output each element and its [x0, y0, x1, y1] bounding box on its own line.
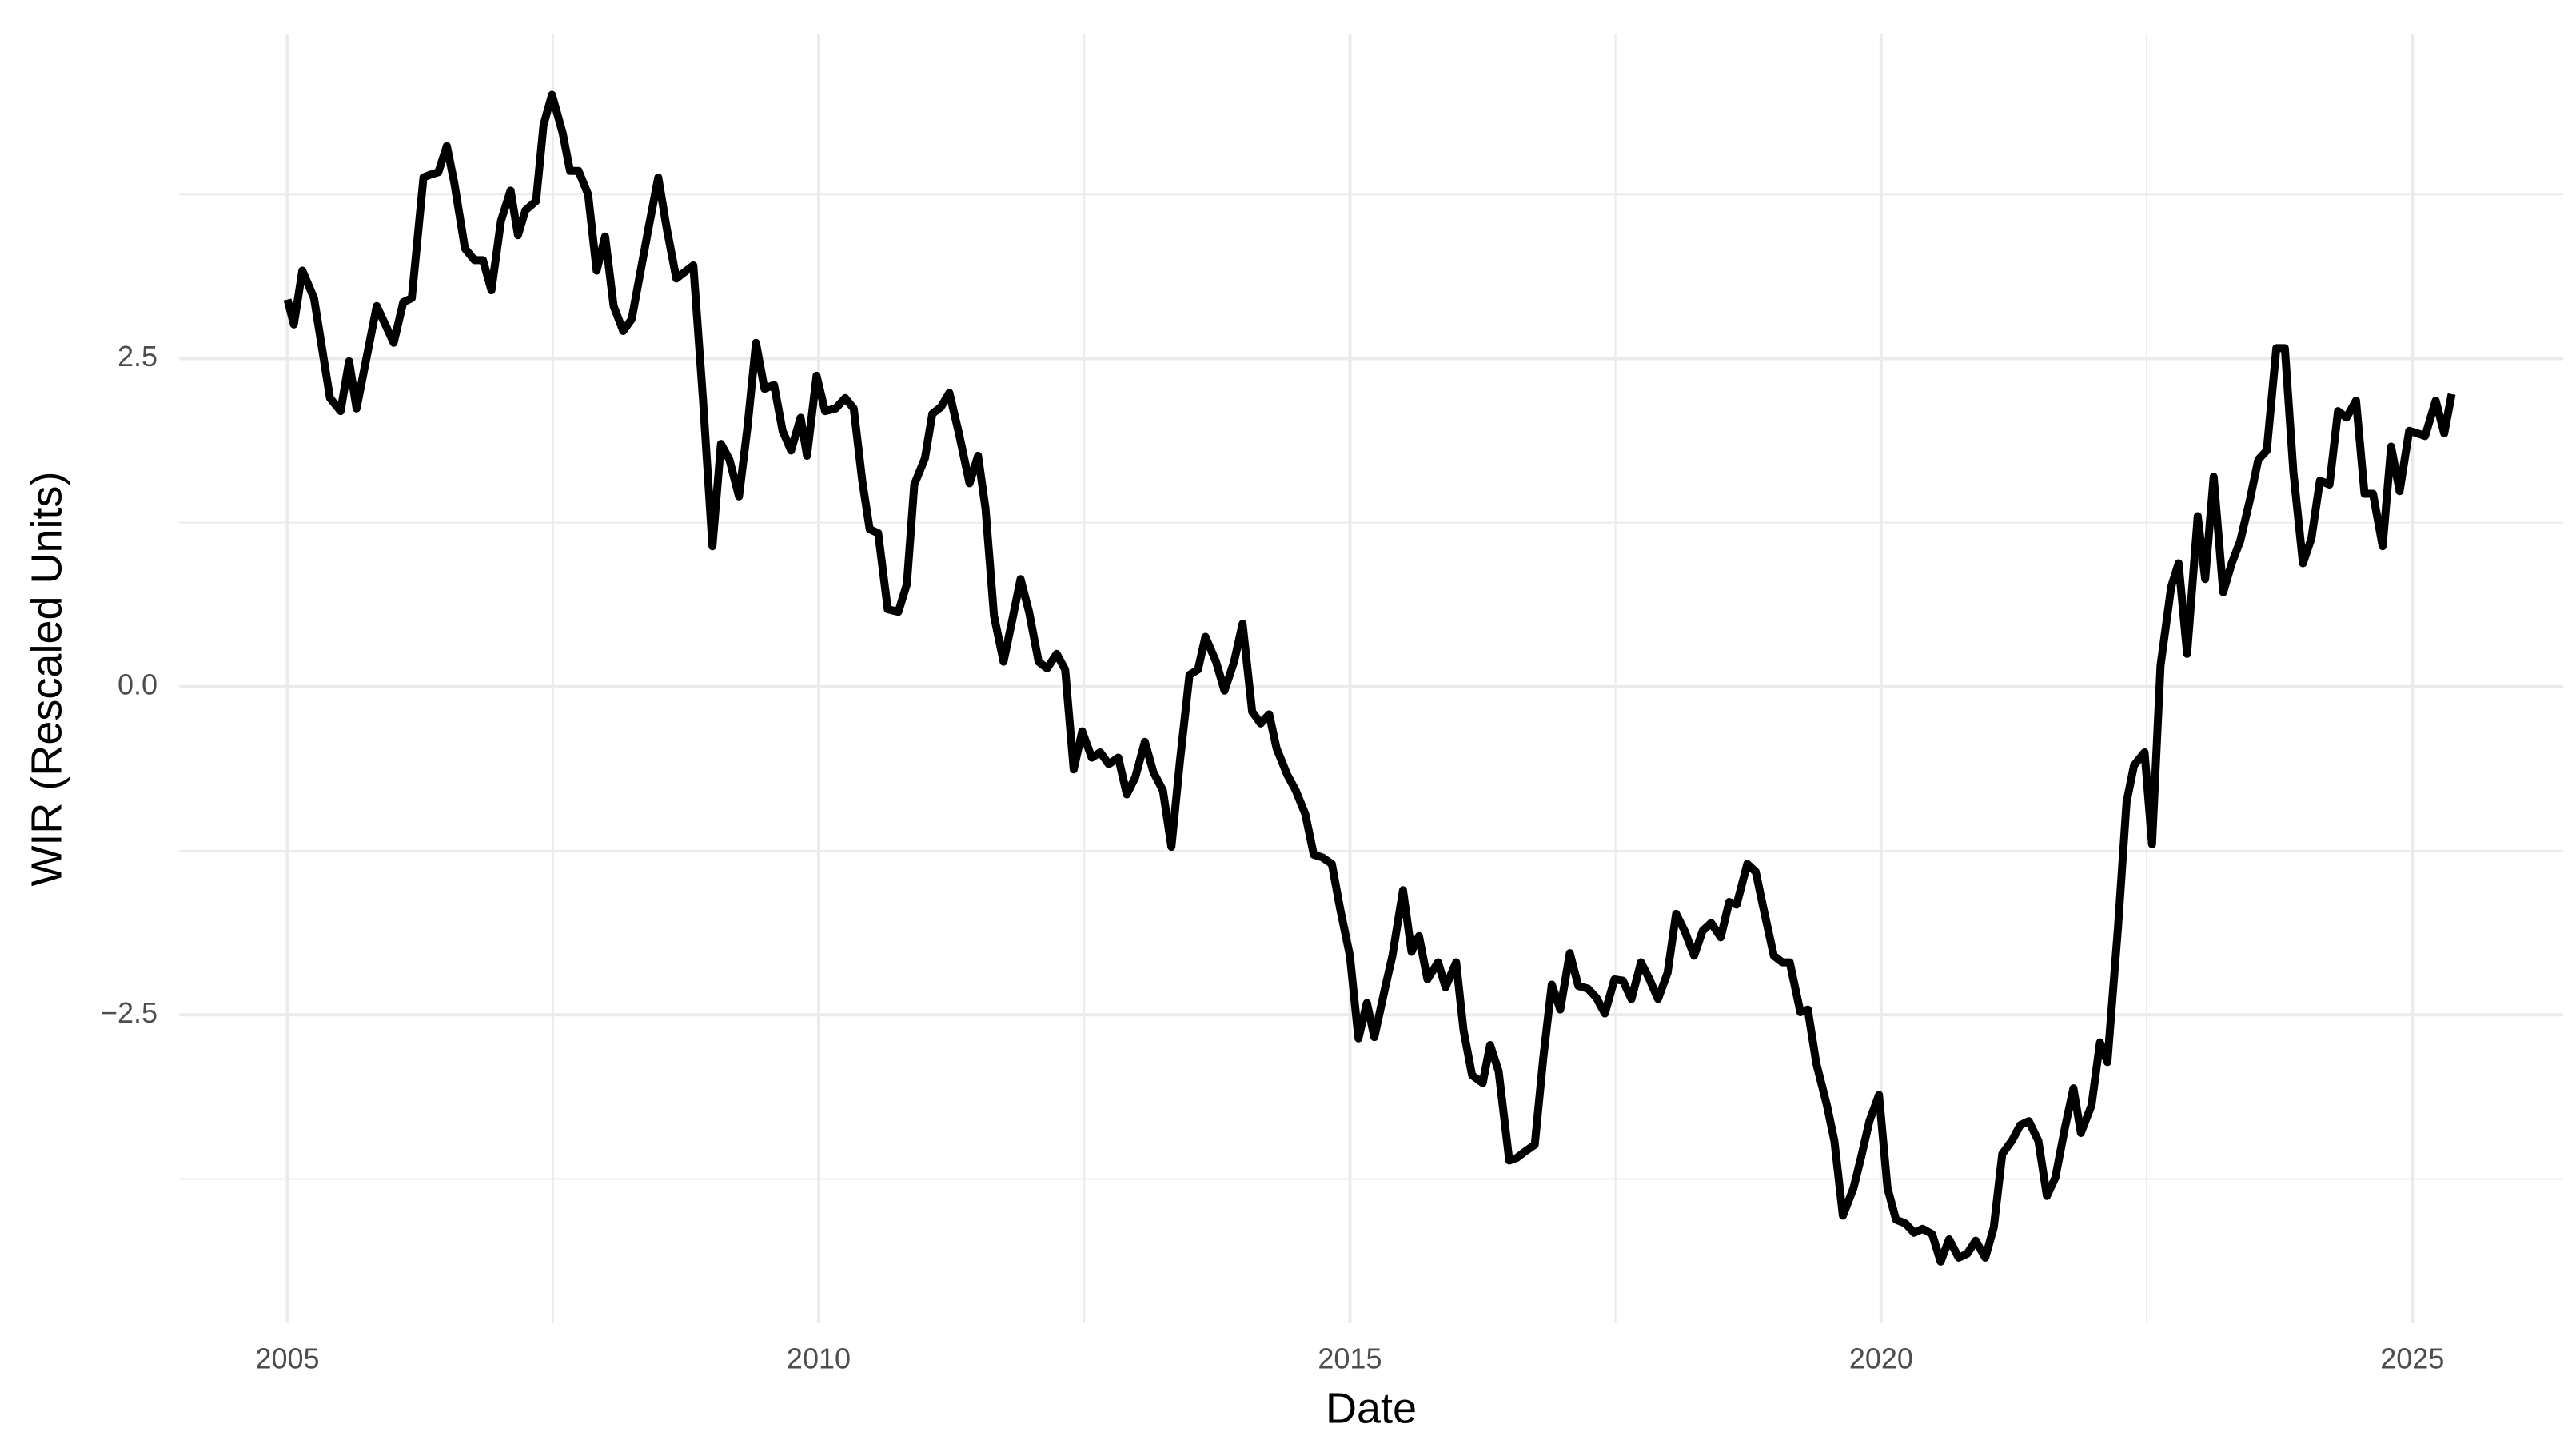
x-tick-label: 2015: [1318, 1342, 1382, 1375]
y-tick-label: −2.5: [101, 996, 158, 1029]
plot-area: [283, 90, 2456, 1266]
y-tick-label: 0.0: [118, 668, 158, 700]
x-tick-label: 2010: [787, 1342, 851, 1375]
x-tick-label: 2025: [2380, 1342, 2444, 1375]
y-tick-label: 2.5: [118, 340, 158, 373]
x-tick-label: 2020: [1849, 1342, 1913, 1375]
x-tick-label: 2005: [255, 1342, 319, 1375]
data-line: [283, 90, 2456, 1266]
grid: −2.5 0.0 2.5 2005 2010 2015 2020 2025: [101, 34, 2563, 1375]
x-axis-title: Date: [1326, 1384, 1417, 1432]
y-axis-title: WIR (Rescaled Units): [22, 471, 70, 886]
